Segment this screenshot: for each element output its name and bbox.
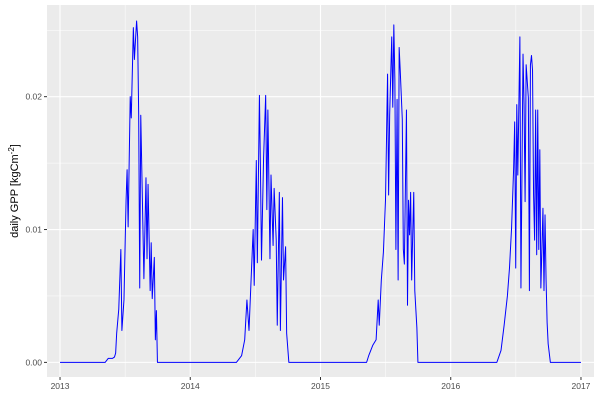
y-axis-label-superscript: -2 bbox=[7, 147, 16, 155]
y-axis-label-main: daily GPP [kgCm bbox=[9, 154, 21, 238]
y-tick-label: 0.00 bbox=[25, 357, 42, 367]
x-tick-label: 2015 bbox=[311, 381, 330, 391]
x-tick-label: 2017 bbox=[572, 381, 591, 391]
y-tick-label: 0.01 bbox=[25, 225, 42, 235]
y-tick-label: 0.02 bbox=[25, 92, 42, 102]
gpp-series-line bbox=[60, 20, 581, 363]
y-axis-label-end: ] bbox=[9, 144, 21, 147]
axes: 2013 2014 2015 2016 2017 0.00 0.01 0.02 bbox=[25, 92, 590, 391]
x-tick-label: 2014 bbox=[181, 381, 200, 391]
x-tick-label: 2016 bbox=[441, 381, 460, 391]
x-tick-label: 2013 bbox=[51, 381, 70, 391]
grid-lines bbox=[47, 5, 594, 377]
y-axis-label: daily GPP [kgCm-2] bbox=[7, 144, 21, 238]
